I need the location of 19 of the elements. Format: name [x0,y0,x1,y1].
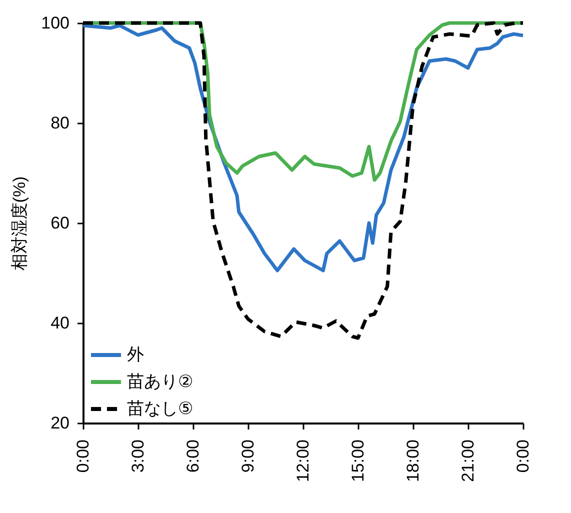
y-tick-label: 80 [50,114,70,132]
y-tick-label: 40 [50,314,70,332]
y-tick-label: 20 [50,414,70,432]
y-tick-label: 100 [41,14,70,32]
y-axis-title: 相対湿度(%) [10,176,30,271]
x-tick-label: 9:00 [238,440,258,473]
x-tick-label: 3:00 [128,440,148,473]
x-tick-label: 0:00 [514,440,532,473]
y-tick-label: 60 [50,214,70,232]
legend-label: 外 [127,345,144,364]
legend-label: 苗なし⑤ [127,399,194,418]
x-tick-label: 6:00 [184,440,202,473]
line-series [81,24,525,272]
x-tick-label: 15:00 [348,440,368,482]
legend-label: 苗あり② [127,372,194,391]
x-tick-label: 0:00 [74,440,92,473]
x-tick-label: 21:00 [458,440,478,482]
x-tick-label: 18:00 [404,440,422,482]
x-tick-label: 12:00 [294,440,312,482]
